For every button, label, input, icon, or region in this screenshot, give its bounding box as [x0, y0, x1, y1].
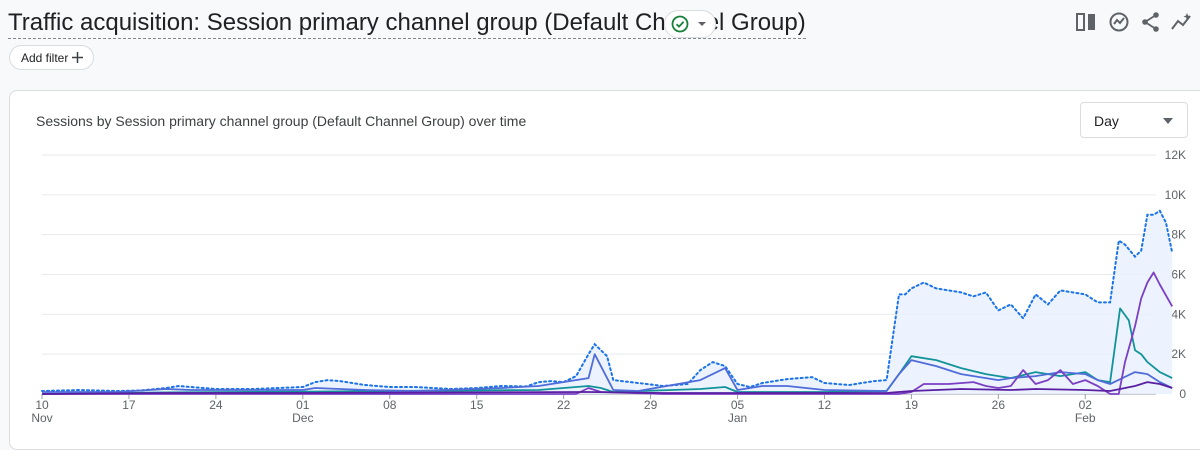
- check-circle-icon: [671, 15, 689, 33]
- report-status-menu[interactable]: [664, 10, 716, 38]
- channel-series-1: [41, 307, 1173, 395]
- x-tick-label: 05: [731, 398, 745, 412]
- x-tick-label: 17: [122, 398, 136, 412]
- share-icon[interactable]: [1139, 10, 1163, 34]
- x-tick-month-label: Dec: [292, 411, 313, 425]
- x-tick-month-label: Feb: [1075, 411, 1096, 425]
- x-tick-label: 22: [557, 398, 571, 412]
- x-tick-label: 19: [905, 398, 919, 412]
- granularity-select[interactable]: Day: [1080, 102, 1188, 138]
- channel-series-2: [42, 353, 1173, 393]
- granularity-value: Day: [1094, 113, 1119, 129]
- y-tick-label: 6K: [1171, 268, 1186, 282]
- add-filter-label: Add filter: [21, 51, 69, 65]
- x-tick-month-label: Jan: [728, 411, 747, 425]
- chevron-down-icon: [698, 22, 706, 26]
- channel-series-3: [42, 271, 1173, 395]
- x-tick-label: 10: [35, 398, 49, 412]
- add-filter-button[interactable]: Add filter: [9, 45, 94, 70]
- y-tick-label: 2K: [1171, 347, 1186, 361]
- total-sessions-series: [41, 209, 1174, 393]
- y-tick-label: 0: [1179, 387, 1186, 401]
- y-tick-label: 4K: [1171, 307, 1186, 321]
- plus-icon: [72, 52, 83, 63]
- y-tick-label: 10K: [1165, 188, 1186, 202]
- x-tick-label: 24: [209, 398, 223, 412]
- y-tick-label: 12K: [1165, 148, 1186, 162]
- x-tick-label: 01: [296, 398, 310, 412]
- chart-title: Sessions by Session primary channel grou…: [36, 113, 527, 129]
- insights-icon[interactable]: [1107, 10, 1131, 34]
- x-tick-label: 15: [470, 398, 484, 412]
- channel-series-4: [41, 381, 1173, 395]
- total-sessions-area: [42, 210, 1173, 394]
- y-tick-label: 8K: [1171, 228, 1186, 242]
- x-tick-label: 02: [1079, 398, 1093, 412]
- x-tick-label: 12: [818, 398, 832, 412]
- x-tick-label: 08: [383, 398, 397, 412]
- chevron-down-icon: [1163, 118, 1173, 124]
- x-tick-month-label: Nov: [31, 411, 52, 425]
- trend-icon[interactable]: [1170, 10, 1194, 34]
- x-tick-label: 26: [992, 398, 1006, 412]
- compare-icon[interactable]: [1074, 10, 1098, 34]
- x-tick-label: 29: [644, 398, 658, 412]
